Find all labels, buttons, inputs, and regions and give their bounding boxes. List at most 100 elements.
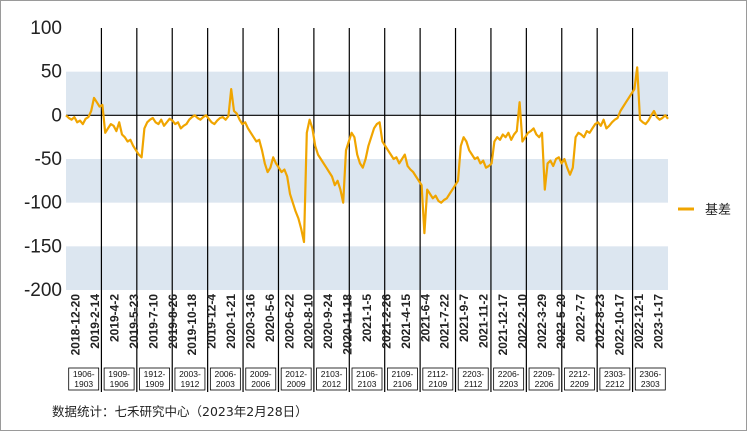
contract-span-to: 2009 [287,379,306,389]
contract-span-border [103,367,135,391]
contract-span-from: 2209- [533,369,555,379]
x-tick-label: 2022-5-20 [554,294,568,349]
contract-span-to: 2109 [428,379,447,389]
x-tick-label: 2021-6-4 [418,294,432,342]
x-tick-label: 2020-5-6 [263,294,277,342]
contract-span-border [564,367,595,391]
contract-span-border [528,367,560,391]
y-tick-label: -100 [24,193,62,214]
contract-span-box: 2203-2112 [457,367,489,391]
x-tick-label: 2021-1-5 [360,294,374,342]
x-tick-label: 2022-12-1 [632,294,646,349]
contract-span-box: 1909-1906 [103,367,135,391]
source-note: 数据统计：七禾研究中心（2023年2月28日） [52,404,308,419]
contract-span-to: 2209 [570,379,589,389]
contract-span-to: 2003 [216,379,235,389]
contract-span-to: 2006 [251,379,270,389]
contract-span-box: 2106-2103 [351,367,383,391]
x-tick-label: 2022-3-29 [535,294,549,349]
contract-span-from: 1909- [108,369,130,379]
x-tick-label: 2019-12-4 [205,294,219,349]
x-tick-label: 2019-10-18 [185,294,199,356]
contract-span-box: 2112-2109 [422,367,454,391]
contract-span-from: 2212- [569,369,591,379]
x-tick-label: 2019-2-14 [88,294,102,349]
contract-span-from: 2009- [250,369,272,379]
x-tick-label: 2019-5-23 [127,294,141,349]
contract-span-from: 2012- [285,369,307,379]
band-0 [66,71,668,116]
contract-span-box: 2303-2212 [599,367,631,391]
y-tick-label: 100 [30,18,62,39]
band-2 [66,246,668,290]
contract-span-border [422,367,454,391]
x-tick-label: 2021-2-26 [379,294,393,349]
x-tick-label: 2019-7-10 [146,294,160,349]
contract-span-box: 2012-2009 [280,367,312,391]
contract-span-from: 2303- [604,369,626,379]
y-tick-label: -50 [35,149,62,170]
contract-span-box: 1906-1903 [68,367,100,391]
band-layer [66,71,668,290]
x-tick-label: 2018-12-20 [69,294,83,356]
x-tick-label: 2020-11-18 [341,294,355,355]
contract-span-from: 1906- [73,369,95,379]
x-tick-label: 2022-2-10 [515,294,529,349]
contract-span-from: 2203- [462,369,484,379]
contract-span-border [493,367,525,391]
contract-span-border [280,367,312,391]
contract-span-border [139,367,170,391]
contract-span-to: 1909 [145,379,164,389]
x-tick-label: 2023-1-17 [651,294,665,349]
contract-span-from: 2003- [179,369,201,379]
contract-span-to: 2012 [322,379,341,389]
contract-span-border [599,367,631,391]
y-tick-label: 50 [41,62,62,83]
contract-span-border [634,367,666,391]
contract-span-layer: 1906-19031909-19061912-19092003-19122006… [68,367,666,391]
legend: 基差 [678,203,731,218]
contract-span-border [245,367,277,391]
contract-span-box: 2006-2003 [209,367,241,391]
contract-span-to: 2106 [393,379,412,389]
y-axis: 100 50 0 -50 -100 -150 -200 [24,18,62,301]
contract-span-to: 1903 [74,379,93,389]
contract-span-to: 2212 [605,379,624,389]
band-1 [66,159,668,203]
y-tick-label: -150 [24,236,62,257]
contract-span-border [174,367,206,391]
x-tick-label: 2019-8-26 [166,294,180,349]
x-tick-label: 2020-3-16 [243,294,257,349]
x-tick-label: 2022-10-17 [612,294,626,356]
y-tick-label: 0 [51,105,62,126]
contract-span-box: 2206-2203 [493,367,525,391]
contract-span-to: 1906 [110,379,129,389]
contract-span-box: 2306-2303 [634,367,666,391]
contract-span-box: 2003-1912 [174,367,206,391]
legend-label: 基差 [705,203,731,218]
x-tick-label: 2019-4-2 [108,294,122,342]
contract-span-border [68,367,100,391]
contract-span-from: 2006- [214,369,236,379]
contract-span-to: 2206 [535,379,554,389]
contract-span-border [209,367,241,391]
contract-span-border [316,367,347,391]
x-tick-label: 2021-11-2 [477,294,491,348]
x-tick-label: 2021-4-15 [399,294,413,349]
x-tick-label: 2021-7-22 [438,294,452,349]
contract-span-box: 2209-2206 [528,367,560,391]
contract-span-from: 2206- [498,369,520,379]
y-tick-label: -200 [24,280,62,301]
series-line-basis [65,66,669,244]
contract-span-border [387,367,418,391]
contract-span-to: 2103 [358,379,377,389]
x-tick-label: 2020-9-24 [321,294,335,349]
contract-span-from: 2109- [392,369,414,379]
contract-span-from: 2112- [427,369,448,379]
contract-span-to: 2303 [641,379,660,389]
x-tick-label: 2022-7-7 [574,294,588,342]
x-tick-label: 2021-12-17 [496,294,510,356]
contract-span-from: 2106- [356,369,378,379]
contract-span-to: 2203 [499,379,518,389]
